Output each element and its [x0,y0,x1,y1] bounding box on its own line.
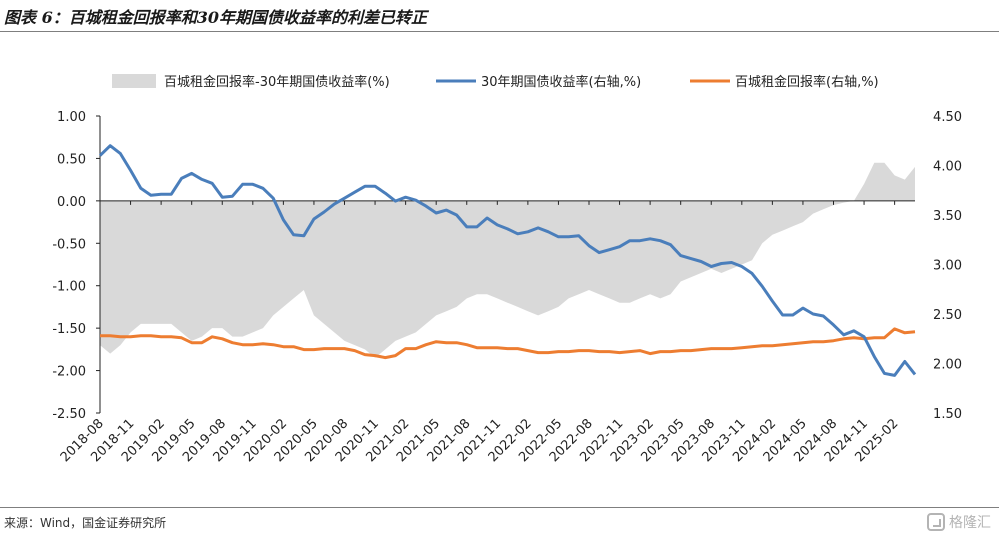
left-axis-tick-label: 1.00 [57,110,86,125]
left-axis-tick-label: 0.50 [57,152,86,167]
chart-legend: 百城租金回报率-30年期国债收益率(%) 30年期国债收益率(右轴,%) 百城租金回… [112,74,879,90]
watermark-text: 格隆汇 [949,515,991,531]
chart-canvas: 百城租金回报率-30年期国债收益率(%) 30年期国债收益率(右轴,%) 百城租金回… [52,74,962,465]
series-spread-area [100,162,915,358]
right-axis-tick-label: 3.50 [933,209,962,224]
watermark: 格隆汇 [927,512,991,532]
left-axis-tick-label: -0.50 [52,237,86,252]
legend-label-spread: 百城租金回报率-30年期国债收益率(%) [164,74,390,90]
series-bond-yield-line [98,144,917,377]
right-axis-tick-label: 2.50 [933,308,962,323]
right-axis-tick-label: 4.50 [933,110,962,125]
left-axis-tick-label: -1.50 [52,322,86,337]
right-axis-tick-label: 3.00 [933,259,962,274]
left-axis-tick-label: -2.00 [52,365,86,380]
legend-label-rent-yield: 百城租金回报率(右轴,%) [735,74,879,90]
spread-area-layer [100,162,915,358]
source-note: 来源：Wind，国金证券研究所 [4,516,167,530]
right-axis-tick-label: 4.00 [933,160,962,175]
left-axis-tick-label: -2.50 [52,407,86,422]
left-axis-tick-label: 0.00 [57,195,86,210]
series-rent-yield-line [100,327,916,360]
source-divider [0,507,999,508]
left-axis-tick-label: -1.00 [52,280,86,295]
chart-title: 图表 6：百城租金回报率和30年期国债收益率的利差已转正 [4,8,427,27]
title-divider [0,31,999,32]
legend-label-bond-yield: 30年期国债收益率(右轴,%) [481,74,641,90]
right-axis-tick-label: 1.50 [933,407,962,422]
legend-swatch-spread [112,74,156,88]
right-axis-tick-label: 2.00 [933,358,962,373]
lines-layer [98,144,917,377]
watermark-logo-icon [927,513,945,531]
